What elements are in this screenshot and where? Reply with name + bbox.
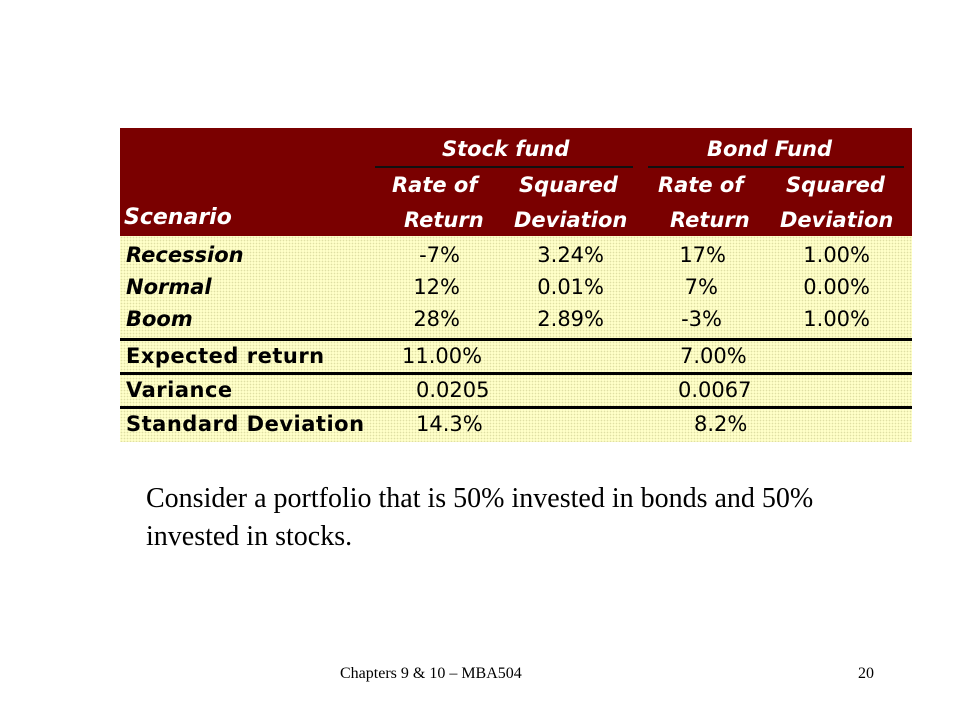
table-body: Recession -7% 3.24% 17% 1.00% Normal 12%… [120, 236, 912, 442]
scenario-label: Normal [126, 275, 212, 299]
stock-sq-dev: 2.89% [537, 307, 604, 331]
bond-rate-header-1: Rate of [658, 173, 744, 197]
scenario-label: Recession [126, 243, 244, 267]
row-separator [120, 406, 912, 409]
stock-fund-header: Stock fund [442, 137, 570, 161]
bond-sq-dev: 0.00% [803, 275, 870, 299]
row-separator [120, 338, 912, 341]
bond-fund-header: Bond Fund [707, 137, 832, 161]
bond-return: 17% [679, 243, 726, 267]
stock-sq-header-1: Squared [519, 173, 618, 197]
stock-return: 28% [413, 307, 460, 331]
bond-sq-header-1: Squared [786, 173, 885, 197]
caption-text: Consider a portfolio that is 50% investe… [146, 483, 814, 552]
expected-return-label: Expected return [126, 344, 325, 368]
scenario-label: Boom [126, 307, 193, 331]
bond-sq-dev: 1.00% [803, 243, 870, 267]
bond-return: -3% [681, 307, 722, 331]
footer-title: Chapters 9 & 10 – MBA504 [340, 665, 522, 682]
stock-sq-header-2: Deviation [514, 208, 628, 232]
scenario-header: Scenario [124, 205, 232, 230]
bond-sq-dev: 1.00% [803, 307, 870, 331]
stock-std-dev: 14.3% [416, 412, 483, 436]
bond-fund-rule [648, 166, 904, 168]
bond-rate-header-2: Return [670, 208, 750, 232]
row-separator [120, 372, 912, 375]
returns-table: Stock fund Bond Fund Rate of Squared Rat… [120, 128, 912, 442]
bond-variance: 0.0067 [678, 378, 752, 402]
stock-rate-header-2: Return [404, 208, 484, 232]
stock-sq-dev: 3.24% [537, 243, 604, 267]
stock-return: -7% [419, 243, 460, 267]
bond-return: 7% [684, 275, 718, 299]
table-header: Stock fund Bond Fund Rate of Squared Rat… [120, 128, 912, 236]
stock-return: 12% [413, 275, 460, 299]
stock-rate-header-1: Rate of [392, 173, 478, 197]
std-dev-label: Standard Deviation [126, 412, 365, 436]
bond-expected-return: 7.00% [680, 344, 747, 368]
stock-variance: 0.0205 [416, 378, 490, 402]
page-number: 20 [858, 665, 874, 682]
stock-fund-rule [375, 166, 633, 168]
stock-sq-dev: 0.01% [537, 275, 604, 299]
variance-label: Variance [126, 378, 233, 402]
stock-expected-return: 11.00% [402, 344, 483, 368]
bond-std-dev: 8.2% [694, 412, 748, 436]
bond-sq-header-2: Deviation [780, 208, 894, 232]
